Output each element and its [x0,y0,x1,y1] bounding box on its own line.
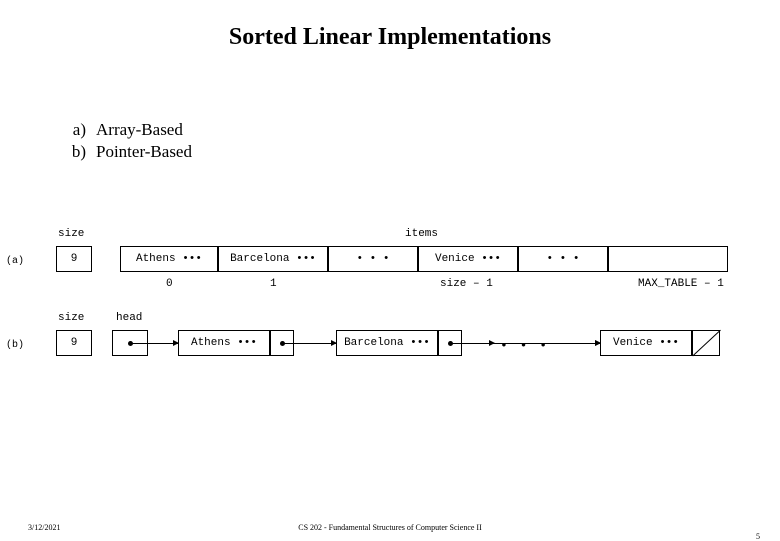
arrow [282,343,336,344]
footer-center: CS 202 - Fundamental Structures of Compu… [0,523,780,532]
arrow [130,343,178,344]
diagram-label: size [58,228,84,240]
cell: Athens ••• [120,246,218,272]
list-marker: b) [64,142,86,162]
cell: • • • [518,246,608,272]
cell: 9 [56,246,92,272]
cell: • • • [328,246,418,272]
diagram-label: MAX_TABLE – 1 [638,278,724,290]
diagram-label: size – 1 [440,278,493,290]
diagram-label: (b) [6,340,24,351]
cell: Athens ••• [178,330,270,356]
list-text: Array-Based [96,120,183,140]
diagram-label: • • • [500,338,549,353]
diagram-label: size [58,312,84,324]
diagram-label: 1 [270,278,277,290]
list-item: b) Pointer-Based [64,142,192,162]
bullet-list: a) Array-Based b) Pointer-Based [64,120,192,164]
cell: Venice ••• [418,246,518,272]
cell: Venice ••• [600,330,692,356]
diagram-label: 0 [166,278,173,290]
list-text: Pointer-Based [96,142,192,162]
cell: Barcelona ••• [218,246,328,272]
cell [608,246,728,272]
diagram-label: items [405,228,438,240]
diagram-label: head [116,312,142,324]
cell: Barcelona ••• [336,330,438,356]
footer: 3/12/2021 CS 202 - Fundamental Structure… [0,523,780,532]
arrow [548,343,600,344]
list-marker: a) [64,120,86,140]
cell: 9 [56,330,92,356]
list-item: a) Array-Based [64,120,192,140]
slide-title: Sorted Linear Implementations [0,24,780,51]
footer-date: 3/12/2021 [28,523,60,532]
diagram-label: (a) [6,256,24,267]
arrow [450,343,494,344]
